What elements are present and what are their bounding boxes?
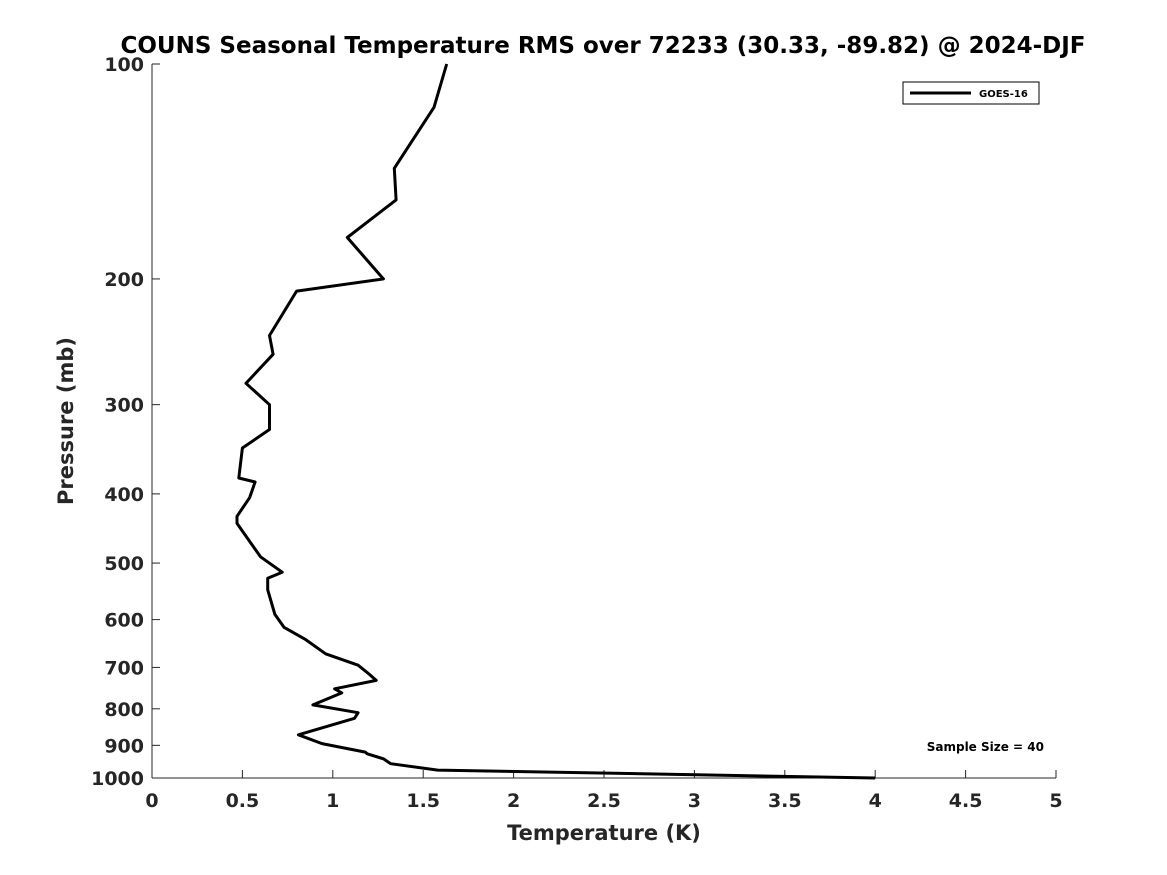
x-tick-label: 1 <box>326 790 339 812</box>
series-layer <box>235 63 876 780</box>
y-tick-label: 400 <box>104 484 144 506</box>
y-tick-label: 800 <box>104 699 144 721</box>
chart-title: COUNS Seasonal Temperature RMS over 7223… <box>120 33 1085 59</box>
x-tick-label: 2 <box>507 790 520 812</box>
y-tick-label: 700 <box>104 657 144 679</box>
x-tick-label: 2.5 <box>587 790 621 812</box>
plot-area <box>152 64 1056 778</box>
series-line-goes-16 <box>235 63 876 780</box>
legend: GOES-16 <box>902 81 1040 105</box>
x-tick-label: 0.5 <box>226 790 260 812</box>
y-tick-label: 900 <box>104 735 144 757</box>
x-tick-label: 5 <box>1049 790 1062 812</box>
y-tick-label: 600 <box>104 610 144 632</box>
x-tick-label: 0 <box>145 790 158 812</box>
y-tick-label: 300 <box>104 395 144 417</box>
y-axis: 100 200 300 400 500 600 700 800 900 1000 <box>91 54 160 790</box>
y-tick-label: 500 <box>104 553 144 575</box>
y-tick-label: 1000 <box>91 768 144 790</box>
legend-label: GOES-16 <box>979 89 1028 100</box>
x-tick-label: 3 <box>688 790 701 812</box>
x-tick-label: 4 <box>869 790 882 812</box>
y-axis-label: Pressure (mb) <box>54 337 78 505</box>
x-axis-label: Temperature (K) <box>507 821 701 845</box>
x-axis: 0 0.5 1 1.5 2 2.5 3 3.5 4 4.5 5 <box>145 770 1063 812</box>
y-tick-label: 200 <box>104 269 144 291</box>
x-tick-label: 4.5 <box>949 790 983 812</box>
y-tick-label: 100 <box>104 54 144 76</box>
sample-size-annotation: Sample Size = 40 <box>927 740 1044 754</box>
x-tick-label: 1.5 <box>406 790 440 812</box>
x-tick-label: 3.5 <box>768 790 802 812</box>
